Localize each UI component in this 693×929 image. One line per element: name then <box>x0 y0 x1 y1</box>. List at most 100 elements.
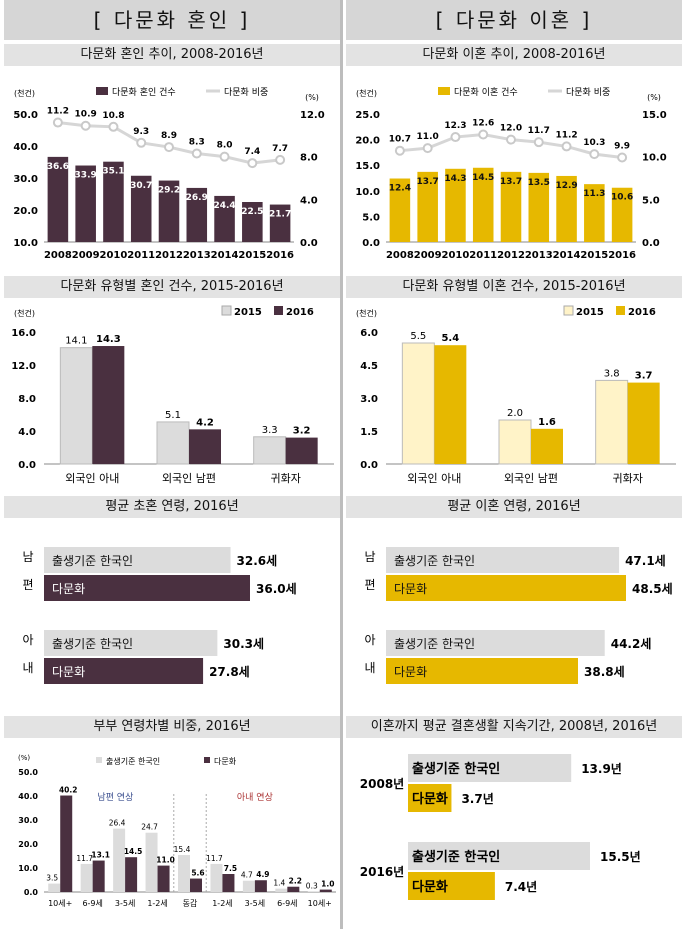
ratio-value-label: 9.9 <box>614 142 630 152</box>
bar-value-label: 5.5 <box>410 331 426 342</box>
bar <box>386 575 626 601</box>
bar-value-label: 1.0 <box>321 880 334 889</box>
duration-title: 이혼까지 평균 결혼생활 지속기간, 2008년, 2016년 <box>346 716 682 738</box>
bar <box>125 857 138 892</box>
divorce-age-title: 평균 이혼 연령, 2016년 <box>346 496 682 518</box>
age-gap-chart: (%) 출생기준 한국인 다문화 0.0 10.0 20.0 30.0 40.0 50.0 남편 … <box>18 754 336 908</box>
legend-swatch-2015 <box>563 305 574 316</box>
bar-value-label: 14.3 <box>96 334 121 345</box>
y-tick-label: 10.0 <box>13 238 38 249</box>
x-tick-label: 10세+ <box>48 899 72 908</box>
bar <box>145 832 158 892</box>
ratio-point <box>533 137 544 148</box>
marriage-type-title: 다문화 유형별 혼인 건수, 2015-2016년 <box>4 276 340 298</box>
bar <box>59 347 93 465</box>
marriage-trend-chart: (천건) (%) 다문화 혼인 건수 다문화 비중 10.0 20.0 30.0 40.0 50… <box>13 86 324 261</box>
y-tick-label: 30.0 <box>18 816 38 825</box>
ratio-point <box>275 154 286 165</box>
bar <box>190 878 202 892</box>
group-label: 아 <box>22 633 33 647</box>
y-tick-label: 40.0 <box>13 142 38 153</box>
bar <box>210 863 223 892</box>
bar <box>386 658 578 684</box>
x-tick-label: 2009 <box>72 250 100 261</box>
bar <box>500 171 522 242</box>
bar <box>48 883 61 892</box>
bar-value-label: 3.8 <box>604 368 620 379</box>
bar <box>498 419 532 465</box>
y-tick-label: 30.0 <box>13 174 38 185</box>
ratio-value-label: 12.0 <box>500 124 522 134</box>
y2-axis-label: (%) <box>647 93 661 102</box>
bar <box>253 436 287 465</box>
legend-label-line: 다문화 비중 <box>224 87 268 98</box>
legend-swatch-bars <box>96 87 108 95</box>
legend-label-bars: 다문화 혼인 건수 <box>112 86 176 98</box>
y-tick-label: 20.0 <box>18 840 38 849</box>
x-tick-label: 2012 <box>497 250 525 261</box>
x-tick-label: 동갑 <box>183 898 198 908</box>
bar <box>386 630 605 656</box>
x-tick-label: 2011 <box>127 250 155 261</box>
ratio-point <box>136 137 147 148</box>
bar <box>80 863 93 892</box>
legend-label-2016: 2016 <box>628 307 656 318</box>
x-tick-label: 귀화자 <box>612 472 642 485</box>
x-tick-label: 3-5세 <box>115 899 135 908</box>
group-label: 편 <box>22 578 33 592</box>
bar <box>44 630 218 656</box>
bar-value-label: 1.4 <box>273 879 285 888</box>
bar-value-label: 33.9 <box>75 171 97 181</box>
bar <box>408 872 495 900</box>
y-tick-label: 15.0 <box>355 161 380 172</box>
ratio-value-label: 12.3 <box>444 121 466 131</box>
bar-value-label: 5.1 <box>165 410 181 421</box>
y-tick-label: 6.0 <box>360 328 378 339</box>
bar <box>386 547 620 573</box>
bar-value-label: 21.7 <box>269 210 291 220</box>
y2-tick-label: 5.0 <box>642 195 660 206</box>
bar-name-label: 출생기준 한국인 <box>52 554 133 568</box>
x-tick-label: 2015 <box>580 250 608 261</box>
bar <box>60 795 73 892</box>
bar <box>113 828 126 892</box>
ratio-point <box>561 141 572 152</box>
group-label: 아 <box>364 633 375 647</box>
y-tick-label: 8.0 <box>18 394 36 405</box>
bar-name-label: 다문화 <box>52 665 85 679</box>
legend-label-2016: 2016 <box>286 307 314 318</box>
ratio-value-label: 7.7 <box>272 144 288 154</box>
y-tick-label: 40.0 <box>18 792 38 801</box>
bar <box>44 547 231 573</box>
legend-swatch-bars <box>438 87 450 95</box>
bar <box>44 575 250 601</box>
bar-value-label: 3.5 <box>46 874 58 883</box>
bar-value-label: 12.4 <box>389 184 411 194</box>
y-axis-label: (천건) <box>356 88 377 98</box>
bar <box>445 168 466 242</box>
ratio-value-label: 11.7 <box>528 126 550 136</box>
bar <box>408 842 590 870</box>
bar-value-label: 38.8세 <box>584 664 625 679</box>
bar <box>186 187 208 242</box>
divorce-trend-title: 다문화 이혼 추이, 2008-2016년 <box>346 44 682 66</box>
bar <box>157 865 170 892</box>
legend-label-multicultural: 다문화 <box>214 757 237 766</box>
column-divider <box>340 0 343 929</box>
bar-value-label: 11.7 <box>206 854 223 863</box>
ratio-point <box>450 132 461 143</box>
x-tick-label: 2010 <box>442 250 470 261</box>
ratio-value-label: 8.0 <box>217 141 233 151</box>
bar-value-label: 15.4 <box>174 845 191 854</box>
bar-value-label: 7.5 <box>224 864 237 873</box>
x-tick-label: 2008 <box>386 250 414 261</box>
y-axis-label: (%) <box>18 754 30 762</box>
x-tick-label: 2015 <box>238 250 266 261</box>
bar-name-label: 다문화 <box>394 665 427 679</box>
ratio-point <box>108 121 119 132</box>
ratio-point <box>191 148 202 159</box>
divorce-type-title: 다문화 유형별 이혼 건수, 2015-2016년 <box>346 276 682 298</box>
y-tick-label: 3.0 <box>360 394 378 405</box>
